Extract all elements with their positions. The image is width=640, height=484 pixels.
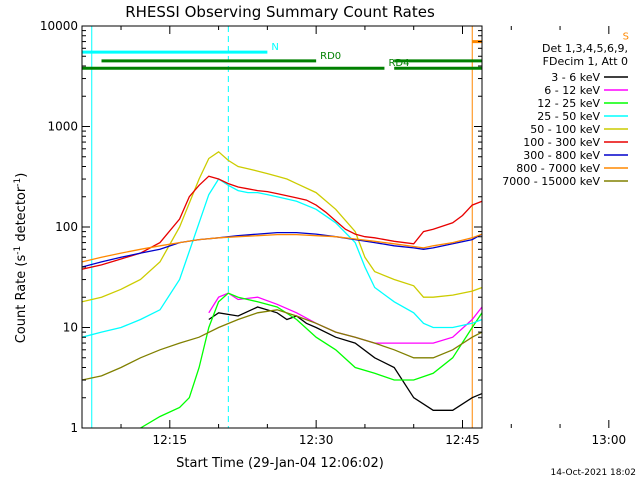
legend-label-4: 25 - 50 keV [537, 110, 600, 123]
state-bar-label-6: RD4 [388, 58, 409, 69]
y-tick-label-5: 10000 [40, 19, 78, 33]
legend-label-8: 800 - 7000 keV [516, 162, 600, 175]
x-tick-label-1: 12:15 [153, 433, 188, 447]
legend-label-7: 300 - 800 keV [523, 149, 600, 162]
x-tick-label-2: 12:30 [299, 433, 334, 447]
x-tick-label-4: 13:00 [592, 433, 627, 447]
series-line-7 [82, 207, 640, 271]
legend-label-1: 3 - 6 keV [551, 71, 600, 84]
y-axis-label-close: ) [14, 173, 29, 178]
y-tick-label-2: 10 [63, 321, 78, 335]
legend-label-2: 6 - 12 keV [544, 84, 600, 97]
legend-label-6: 100 - 300 keV [523, 136, 600, 149]
legend-header-1: Det 1,3,4,5,6,9, [542, 42, 628, 55]
y-axis-label-main: Count Rate (s [14, 255, 29, 344]
legend: Det 1,3,4,5,6,9,FDecim 1, Att 0 3 - 6 keV… [502, 42, 628, 188]
state-bar-label-1: N [271, 42, 278, 53]
y-tick-label-4: 1000 [47, 120, 78, 134]
series-line-1 [209, 283, 640, 411]
state-bar-label-4: RD0 [320, 51, 341, 62]
y-axis-label-sup: -1 [13, 246, 23, 255]
plot-frame [82, 26, 482, 428]
x-axis-label: Start Time (29-Jan-04 12:06:02) [176, 456, 384, 471]
legend-label-3: 12 - 25 keV [537, 97, 600, 110]
legend-header-2: FDecim 1, Att 0 [543, 55, 628, 68]
y-tick-label-1: 1 [70, 421, 78, 435]
y-axis-label-tail: detector [14, 186, 29, 246]
chart-title: RHESSI Observing Summary Count Rates [125, 3, 435, 21]
footer-date: 14-Oct-2021 18:02 [551, 468, 636, 478]
y-axis-label: Count Rate (s-1 detector-1) [13, 173, 29, 344]
y-tick-label-3: 100 [55, 220, 78, 234]
legend-label-9: 7000 - 15000 keV [502, 175, 600, 188]
y-axis-label-sup-2: -1 [13, 178, 23, 187]
series-line-2 [209, 259, 640, 343]
x-tick-label-3: 12:45 [445, 433, 480, 447]
state-bar-label-3: S [623, 32, 629, 43]
legend-label-5: 50 - 100 keV [530, 123, 600, 136]
